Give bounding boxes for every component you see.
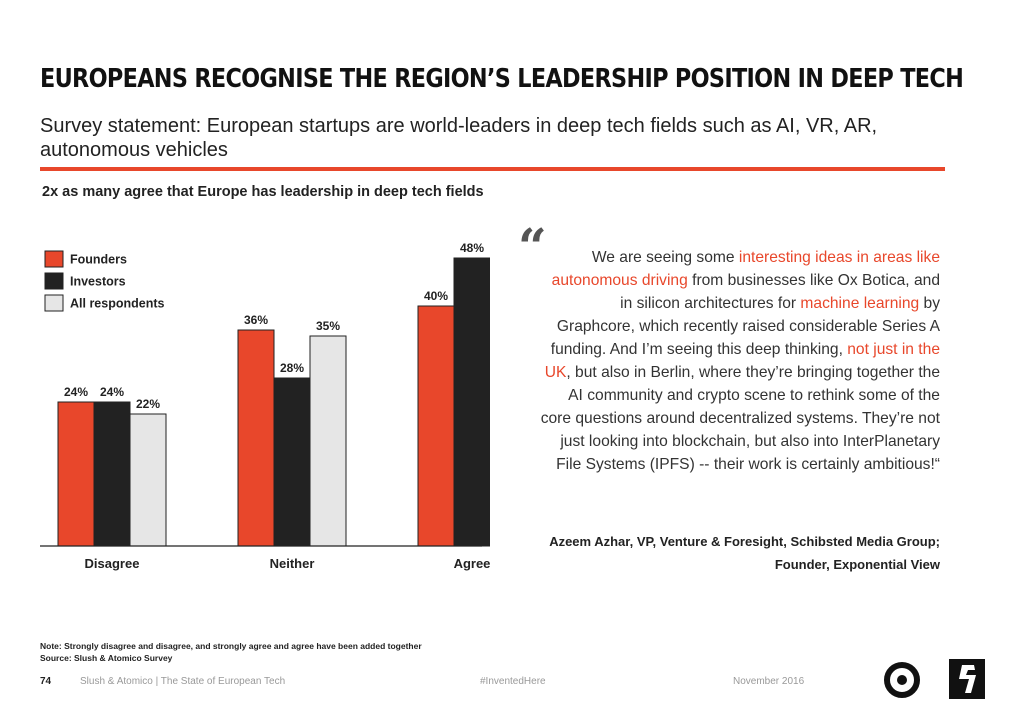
value-label: 48% bbox=[460, 241, 484, 255]
quote-part-3: by Graphcore, which recently raised cons… bbox=[550, 295, 940, 358]
quote-highlight-2: machine learning bbox=[800, 295, 920, 312]
attribution-line-1: Azeem Azhar, VP, Venture & Foresight, Sc… bbox=[549, 534, 940, 549]
quote-part-1: We are seeing some bbox=[591, 249, 739, 266]
bar-all-respondents-neither bbox=[309, 335, 347, 547]
value-label: 22% bbox=[136, 397, 160, 411]
bar-all-respondents-disagree bbox=[129, 413, 167, 547]
quote-highlight-1: interesting ideas in areas like autonomo… bbox=[551, 249, 940, 289]
footer-source: Slush & Atomico | The State of European … bbox=[80, 676, 286, 687]
bar-founders-neither bbox=[237, 329, 275, 547]
legend-swatch bbox=[44, 294, 64, 312]
value-label: 40% bbox=[424, 289, 448, 303]
quote-part-4: , but also in Berlin, where they’re brin… bbox=[540, 364, 940, 473]
legend-label: All respondents bbox=[70, 297, 165, 311]
value-label: 35% bbox=[316, 319, 340, 333]
bar-investors-disagree bbox=[93, 401, 131, 547]
legend-label: Investors bbox=[70, 275, 126, 289]
slush-logo-icon bbox=[949, 659, 985, 699]
category-label: Neither bbox=[270, 556, 315, 571]
value-label: 24% bbox=[100, 385, 124, 399]
value-label: 24% bbox=[64, 385, 88, 399]
bar-founders-agree bbox=[417, 305, 455, 547]
quote-highlight-3: not just in the UK bbox=[544, 341, 940, 381]
page-title: EUROPEANS RECOGNISE THE REGION’S LEADERS… bbox=[40, 64, 964, 94]
bar-investors-neither bbox=[273, 377, 311, 547]
attribution-line-2: Founder, Exponential View bbox=[774, 557, 940, 572]
bar-investors-agree bbox=[453, 257, 490, 547]
accent-divider bbox=[40, 167, 945, 171]
value-label: 36% bbox=[244, 313, 268, 327]
footnote-source: Source: Slush & Atomico Survey bbox=[40, 653, 173, 663]
bar-founders-disagree bbox=[57, 401, 95, 547]
quote-part-2: from businesses like Ox Botica, and in s… bbox=[620, 272, 940, 312]
quote-attribution: Azeem Azhar, VP, Venture & Foresight, Sc… bbox=[540, 530, 940, 576]
footer-hashtag: #InventedHere bbox=[480, 676, 546, 687]
category-label: Agree bbox=[454, 556, 490, 571]
category-label: Disagree bbox=[85, 556, 140, 571]
footnote-note: Note: Strongly disagree and disagree, an… bbox=[40, 641, 422, 651]
legend-label: Founders bbox=[70, 253, 127, 267]
quote-mark-icon: “ bbox=[518, 217, 547, 276]
footnote: Note: Strongly disagree and disagree, an… bbox=[40, 640, 422, 664]
value-label: 28% bbox=[280, 361, 304, 375]
legend-swatch bbox=[44, 272, 64, 290]
chart-heading: 2x as many agree that Europe has leaders… bbox=[42, 184, 484, 200]
page-number: 74 bbox=[40, 676, 52, 687]
quote-text: We are seeing some interesting ideas in … bbox=[540, 246, 940, 476]
atomico-logo-icon bbox=[884, 662, 920, 698]
page-subtitle: Survey statement: European startups are … bbox=[40, 115, 878, 161]
legend-swatch bbox=[44, 250, 64, 268]
footer-date: November 2016 bbox=[733, 676, 805, 687]
bar-chart: 24%24%22%Disagree36%28%35%Neither40%48%4… bbox=[40, 241, 490, 571]
